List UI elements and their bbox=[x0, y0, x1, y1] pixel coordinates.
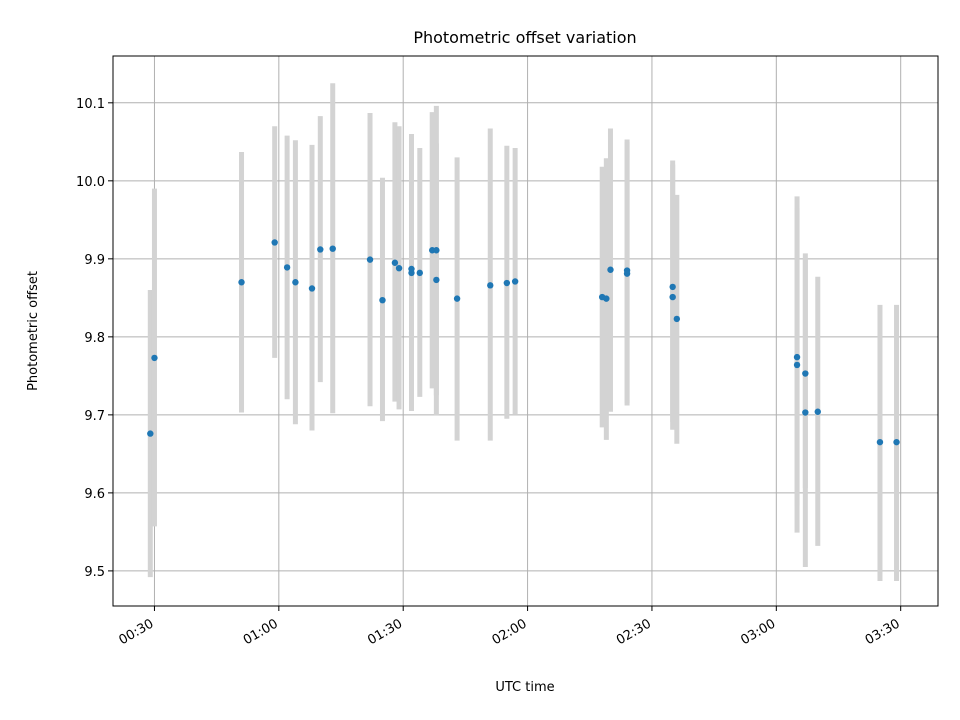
y-tick-label: 9.6 bbox=[84, 487, 105, 502]
x-tick-label: 03:30 bbox=[863, 616, 903, 648]
data-point bbox=[669, 293, 676, 301]
data-point bbox=[793, 361, 801, 369]
data-point bbox=[893, 438, 900, 446]
grid bbox=[113, 56, 938, 606]
data-point bbox=[147, 430, 154, 437]
y-tick-label: 10.1 bbox=[76, 97, 105, 112]
data-point bbox=[391, 259, 399, 266]
x-tick-label: 01:30 bbox=[365, 616, 405, 648]
data-point bbox=[395, 264, 403, 272]
data-point bbox=[669, 283, 676, 291]
x-axis: 00:30 01:00 01:30 02:00 02:30 03:00 03:30 bbox=[117, 606, 903, 648]
data-point bbox=[503, 279, 511, 287]
data-point bbox=[623, 270, 631, 277]
data-point bbox=[876, 438, 884, 446]
data-point bbox=[238, 279, 245, 286]
error-bars bbox=[147, 83, 900, 582]
data-point bbox=[271, 239, 278, 246]
data-point bbox=[433, 247, 440, 254]
y-tick-label: 9.5 bbox=[84, 565, 105, 580]
data-point bbox=[317, 246, 324, 253]
data-point bbox=[151, 354, 158, 362]
data-point bbox=[416, 269, 423, 277]
x-tick-label: 03:00 bbox=[738, 616, 778, 648]
x-tick-label: 02:00 bbox=[490, 616, 530, 648]
data-point bbox=[366, 256, 374, 263]
data-point bbox=[433, 276, 440, 284]
plot-area-frame bbox=[112, 55, 939, 607]
y-axis-label: Photometric offset bbox=[26, 271, 41, 391]
data-point bbox=[453, 295, 461, 302]
y-axis: 9.5 9.6 9.7 9.8 9.9 10.0 10.1 bbox=[76, 97, 113, 580]
data-point bbox=[793, 353, 801, 361]
x-axis-label: UTC time bbox=[495, 680, 554, 695]
data-point bbox=[487, 282, 494, 289]
y-tick-label: 9.9 bbox=[84, 253, 105, 268]
y-tick-label: 9.7 bbox=[84, 409, 105, 424]
data-point bbox=[802, 409, 809, 416]
data-point bbox=[673, 315, 681, 323]
data-point bbox=[379, 296, 386, 304]
y-tick-label: 10.0 bbox=[76, 175, 105, 190]
data-point bbox=[292, 279, 299, 286]
data-point bbox=[408, 269, 415, 277]
data-point bbox=[283, 264, 291, 271]
x-tick-label: 01:00 bbox=[241, 616, 281, 648]
data-point bbox=[511, 278, 519, 285]
x-tick-label: 00:30 bbox=[117, 616, 157, 648]
data-points bbox=[147, 239, 900, 446]
x-tick-label: 02:30 bbox=[614, 616, 654, 648]
data-point bbox=[603, 295, 610, 302]
data-point bbox=[814, 408, 821, 415]
data-point bbox=[802, 370, 809, 377]
chart-title: Photometric offset variation bbox=[413, 28, 636, 47]
data-point bbox=[308, 285, 316, 292]
y-tick-label: 9.8 bbox=[84, 331, 105, 346]
data-point bbox=[607, 266, 614, 273]
data-point bbox=[329, 245, 336, 252]
